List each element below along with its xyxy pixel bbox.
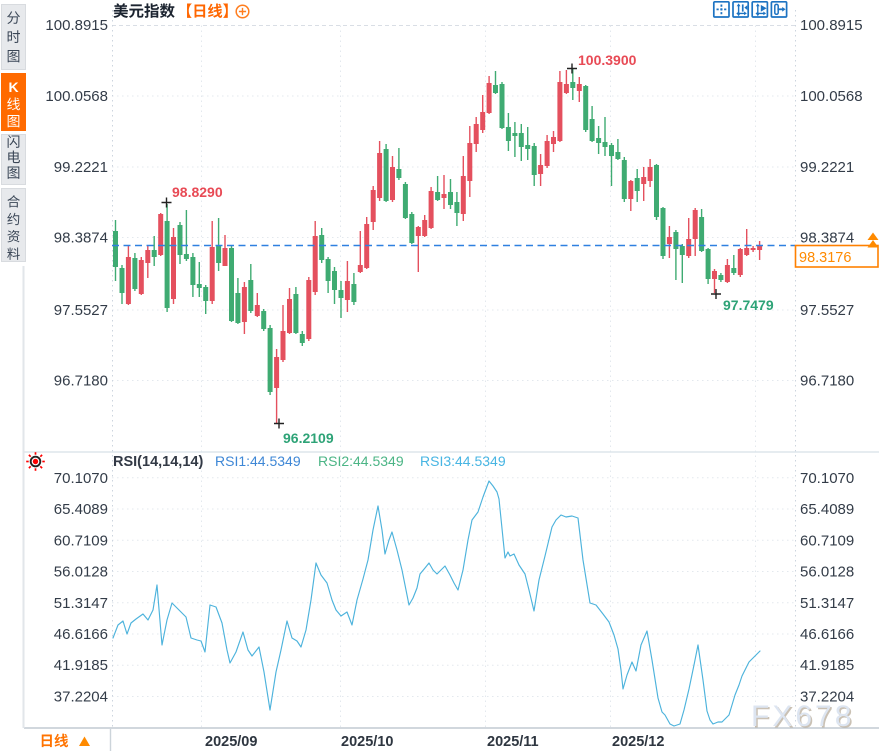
svg-text:99.2221: 99.2221: [800, 159, 854, 176]
svg-text:97.7479: 97.7479: [723, 297, 774, 313]
svg-text:100.8915: 100.8915: [45, 17, 108, 34]
svg-text:37.2204: 37.2204: [54, 688, 108, 705]
svg-text:56.0128: 56.0128: [54, 564, 108, 581]
svg-text:100.8915: 100.8915: [800, 17, 863, 34]
svg-text:2025/12: 2025/12: [612, 734, 664, 750]
svg-text:56.0128: 56.0128: [800, 564, 854, 581]
svg-text:100.0568: 100.0568: [45, 88, 108, 105]
svg-text:97.5527: 97.5527: [54, 302, 108, 319]
svg-text:2025/11: 2025/11: [487, 734, 539, 750]
svg-text:2025/10: 2025/10: [341, 734, 393, 750]
svg-text:60.7109: 60.7109: [54, 532, 108, 549]
svg-text:97.5527: 97.5527: [800, 302, 854, 319]
svg-text:60.7109: 60.7109: [800, 532, 854, 549]
svg-text:RSI2:44.5349: RSI2:44.5349: [318, 453, 404, 469]
svg-text:98.3176: 98.3176: [799, 250, 851, 266]
svg-text:98.8290: 98.8290: [172, 184, 223, 200]
svg-text:FX678: FX678: [751, 700, 854, 733]
svg-text:51.3147: 51.3147: [54, 595, 108, 612]
svg-text:100.0568: 100.0568: [800, 88, 863, 105]
svg-text:RSI(14,14,14): RSI(14,14,14): [113, 454, 203, 470]
svg-text:FX678: FX678: [753, 702, 856, 735]
svg-text:K: K: [8, 79, 18, 95]
svg-text:2025/09: 2025/09: [205, 734, 257, 750]
svg-text:RSI3:44.5349: RSI3:44.5349: [420, 453, 506, 469]
svg-text:46.6166: 46.6166: [54, 626, 108, 643]
svg-text:98.3874: 98.3874: [800, 230, 854, 247]
svg-text:96.7180: 96.7180: [800, 373, 854, 390]
svg-text:65.4089: 65.4089: [800, 501, 854, 518]
svg-text:70.1070: 70.1070: [800, 470, 854, 487]
svg-text:RSI1:44.5349: RSI1:44.5349: [215, 453, 301, 469]
svg-text:96.2109: 96.2109: [283, 430, 334, 446]
svg-text:99.2221: 99.2221: [54, 159, 108, 176]
svg-text:41.9185: 41.9185: [54, 657, 108, 674]
svg-text:98.3874: 98.3874: [54, 230, 108, 247]
svg-text:51.3147: 51.3147: [800, 595, 854, 612]
svg-text:37.2204: 37.2204: [800, 688, 854, 705]
svg-text:70.1070: 70.1070: [54, 470, 108, 487]
svg-text:41.9185: 41.9185: [800, 657, 854, 674]
svg-text:65.4089: 65.4089: [54, 501, 108, 518]
svg-text:46.6166: 46.6166: [800, 626, 854, 643]
svg-text:100.3900: 100.3900: [578, 52, 637, 68]
svg-text:96.7180: 96.7180: [54, 373, 108, 390]
